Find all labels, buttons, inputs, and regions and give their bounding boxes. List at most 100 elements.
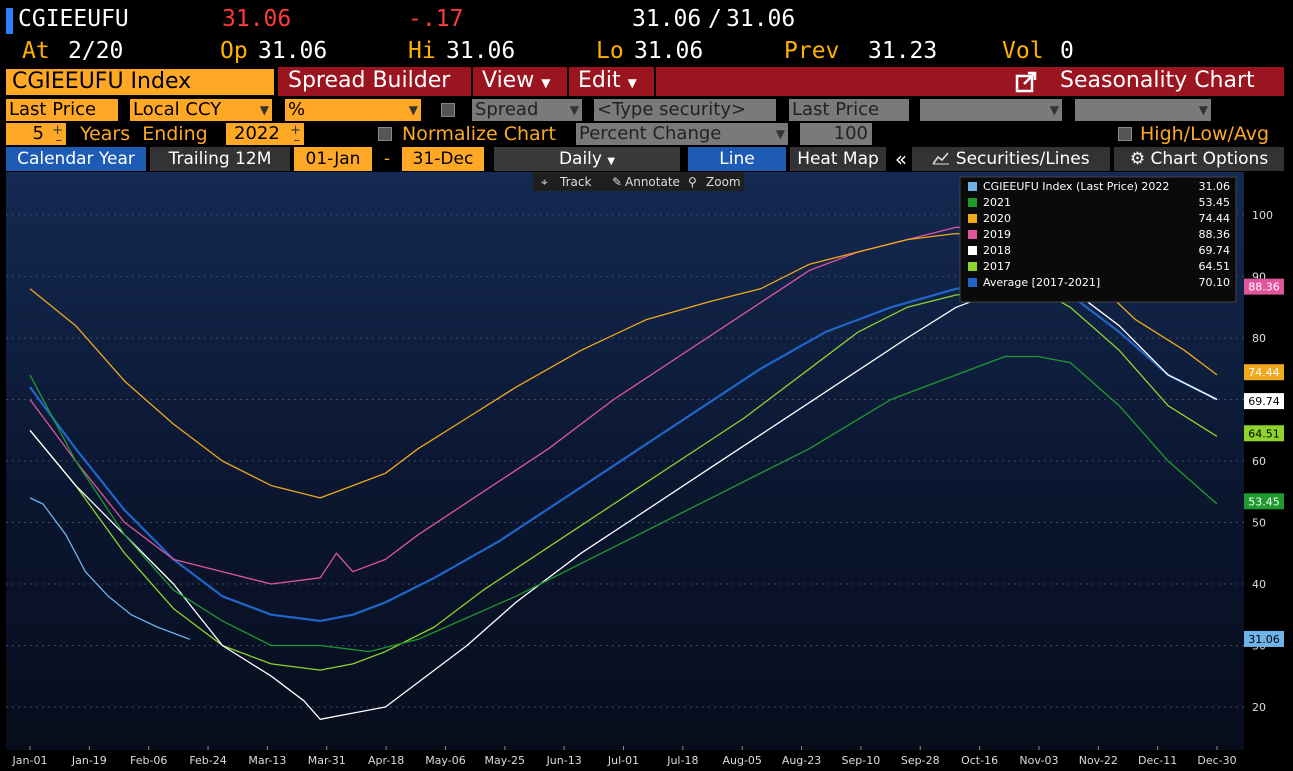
chevron-down-icon: ▼ <box>1198 103 1208 117</box>
securities-lines-label: Securities/Lines <box>955 149 1090 169</box>
legend-entry-value: 70.10 <box>1199 276 1231 289</box>
value-badge-label: 69.74 <box>1248 395 1280 408</box>
last-price: 31.06 <box>222 6 292 32</box>
ending-year-value: 2022 <box>234 123 280 144</box>
date-range-dash: - <box>383 149 391 169</box>
currency-select[interactable]: Local CCY ▼ <box>130 99 272 121</box>
series-line <box>29 355 1218 653</box>
popout-icon[interactable] <box>1015 71 1039 93</box>
price-change: -.17 <box>408 6 464 32</box>
tab-trailing-12m[interactable]: Trailing 12M <box>150 147 290 171</box>
unit-select[interactable]: % ▼ <box>285 99 421 121</box>
value-badge <box>1244 630 1284 647</box>
legend-entry-label: 2021 <box>983 196 1011 209</box>
x-tick-label: Nov-03 <box>1019 754 1058 767</box>
normalize-base-input[interactable]: 100 <box>800 123 872 145</box>
zoom-button[interactable]: Zoom <box>706 175 741 189</box>
field-select[interactable]: Last Price <box>6 99 118 121</box>
view-menu-label: View <box>482 68 535 93</box>
tab-line[interactable]: Line <box>688 147 786 171</box>
x-tick-label: Dec-30 <box>1197 754 1236 767</box>
seasonality-chart[interactable]: 2030405060708090100 Jan-01Jan-19Feb-06Fe… <box>0 172 1293 771</box>
years-ending-label: Years Ending <box>80 123 208 145</box>
end-date-input[interactable]: 31-Dec <box>402 147 484 171</box>
line-chart-icon <box>932 152 950 165</box>
track-button[interactable]: Track <box>559 175 591 189</box>
legend-swatch <box>968 230 977 239</box>
edit-menu-label: Edit <box>578 68 621 93</box>
y-tick-label: 50 <box>1252 516 1266 529</box>
high-low-avg-checkbox[interactable] <box>1118 127 1132 141</box>
legend-swatch <box>968 182 977 191</box>
stepper-down-icon[interactable]: – <box>55 133 63 148</box>
stepper-down-icon[interactable]: – <box>293 133 301 148</box>
crosshair-icon: ⌖ <box>541 175 548 189</box>
second-field-select[interactable]: Last Price <box>789 99 909 121</box>
ending-year-stepper[interactable]: 2022 + – <box>226 123 304 148</box>
chart-tools: ⌖ Track ✎ Annotate ⚲ Zoom <box>533 172 744 191</box>
start-date-input[interactable]: 01-Jan <box>294 147 372 171</box>
years-stepper[interactable]: 5 + – <box>6 123 66 148</box>
frequency-select[interactable]: Daily ▼ <box>494 147 680 171</box>
low-label: Lo <box>596 38 624 64</box>
legend-swatch <box>968 246 977 255</box>
legend-entry-label: CGIEEUFU Index (Last Price) 2022 <box>983 180 1169 193</box>
stepper-up-icon[interactable]: + <box>290 123 301 138</box>
edit-menu-button[interactable]: Edit ▼ <box>578 68 637 93</box>
legend-entry-value: 88.36 <box>1199 228 1231 241</box>
gear-icon: ⚙ <box>1129 149 1146 169</box>
chevron-down-icon: ▼ <box>1049 103 1059 117</box>
prev-value: 31.23 <box>868 38 938 64</box>
annotate-button[interactable]: Annotate <box>625 175 680 189</box>
high-label: Hi <box>408 38 436 64</box>
tab-heat-map[interactable]: Heat Map <box>790 147 886 171</box>
chevron-down-icon: ▼ <box>627 76 637 90</box>
chart-options-label: Chart Options <box>1150 149 1269 169</box>
x-tick-label: Dec-11 <box>1138 754 1177 767</box>
chart-tools-bg <box>533 172 744 191</box>
x-tick-label: Feb-06 <box>130 754 167 767</box>
seasonality-chart-title: Seasonality Chart <box>1060 68 1255 93</box>
toolbar-divider <box>654 67 656 96</box>
value-badge-label: 64.51 <box>1248 427 1280 440</box>
low-value: 31.06 <box>634 38 704 64</box>
legend-entry-label: 2019 <box>983 228 1011 241</box>
x-tick-label: Jun-13 <box>546 754 582 767</box>
security-input[interactable]: CGIEEUFU Index <box>6 69 274 95</box>
tab-calendar-year[interactable]: Calendar Year <box>6 147 146 171</box>
value-badge <box>1244 493 1284 510</box>
spread-builder-button[interactable]: Spread Builder <box>288 68 451 93</box>
value-badge-label: 74.44 <box>1248 366 1280 379</box>
y-tick-label: 100 <box>1252 209 1273 222</box>
zoom-icon: ⚲ <box>688 175 697 189</box>
x-tick-label: May-25 <box>485 754 526 767</box>
second-unit-select[interactable]: ▼ <box>1075 99 1211 121</box>
stepper-up-icon[interactable]: + <box>52 123 63 138</box>
y-tick-label: 60 <box>1252 455 1266 468</box>
chevron-down-icon: ▼ <box>607 156 616 167</box>
type-security-input[interactable]: <Type security> <box>594 99 776 121</box>
view-menu-button[interactable]: View ▼ <box>482 68 550 93</box>
second-field-value: Last Price <box>792 99 880 120</box>
legend-swatch <box>968 278 977 287</box>
normalize-mode-select[interactable]: Percent Change ▼ <box>576 123 788 145</box>
x-tick-label: Jul-01 <box>607 754 639 767</box>
x-tick-label: Jan-19 <box>71 754 107 767</box>
collapse-icon[interactable]: « <box>894 147 908 171</box>
normalize-checkbox[interactable] <box>378 127 392 141</box>
legend-entry-value: 74.44 <box>1199 212 1231 225</box>
x-tick-label: Apr-18 <box>368 754 404 767</box>
spread-select[interactable]: Spread ▼ <box>472 99 582 121</box>
toolbar-divider <box>471 67 473 96</box>
legend-entry-label: 2017 <box>983 260 1011 273</box>
open-label: Op <box>220 38 248 64</box>
x-tick-label: Aug-05 <box>722 754 761 767</box>
spread-checkbox[interactable] <box>441 103 455 117</box>
chart-options-button[interactable]: ⚙ Chart Options <box>1114 147 1284 171</box>
currency-select-value: Local CCY <box>133 99 222 120</box>
second-currency-select[interactable]: ▼ <box>920 99 1062 121</box>
normalize-mode-value: Percent Change <box>579 123 722 144</box>
legend-entry-label: 2018 <box>983 244 1011 257</box>
securities-lines-button[interactable]: Securities/Lines <box>912 147 1110 171</box>
x-tick-label: Oct-16 <box>961 754 998 767</box>
